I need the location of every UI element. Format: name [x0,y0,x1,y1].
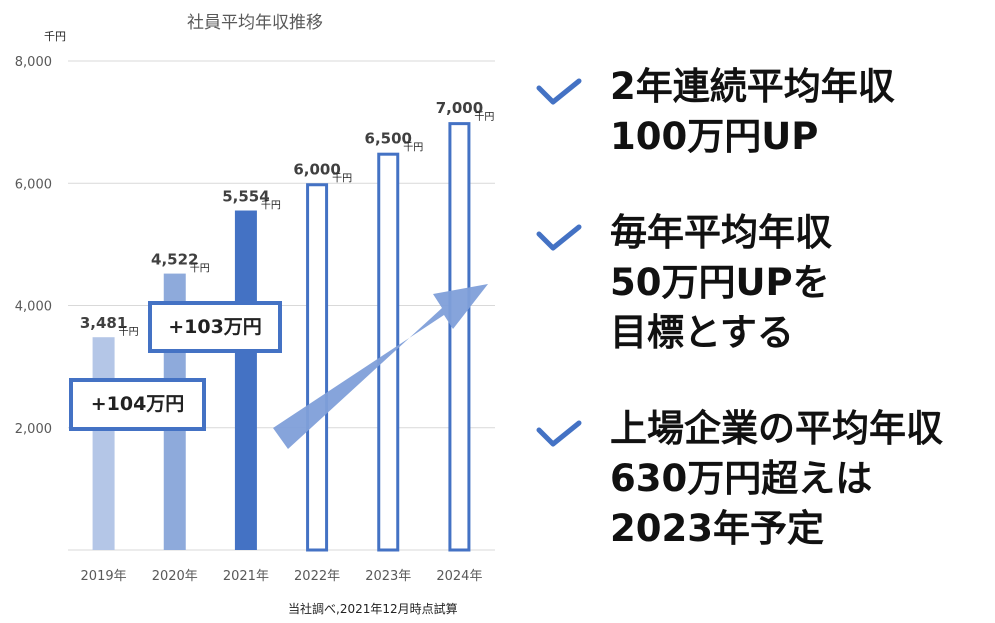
data-label-unit: 千円 [119,326,139,338]
data-label: 6,500 [365,130,412,148]
check-icon [536,224,582,251]
chart-title: 社員平均年収推移 [187,13,323,33]
key-point-line: 100万円UP [610,115,819,158]
data-label: 6,000 [293,160,340,178]
data-label: 7,000 [436,99,483,117]
x-tick-label: 2021年 [223,569,269,584]
y-tick-label: 4,000 [15,300,52,315]
y-axis-unit-label: 千円 [44,30,66,43]
y-tick-label: 2,000 [15,422,52,437]
key-point-line: 50万円UPを [610,261,830,304]
key-points: 2年連続平均年収 100万円UP 毎年平均年収 50万円UPを 目標とする 上場… [530,62,990,600]
bar [448,122,471,552]
trend-arrow [273,284,488,449]
x-tick-label: 2020年 [152,569,198,584]
key-point-line: 毎年平均年収 [610,211,832,254]
data-label-unit: 千円 [403,142,423,154]
data-label-unit: 千円 [474,111,494,123]
key-point: 2年連続平均年収 100万円UP [530,62,990,162]
data-label-unit: 千円 [190,263,210,275]
key-point-line: 2023年予定 [610,507,824,550]
y-tick-label: 6,000 [15,177,52,192]
key-point: 上場企業の平均年収 630万円超えは 2023年予定 [530,404,990,554]
x-tick-label: 2019年 [81,569,127,584]
key-point: 毎年平均年収 50万円UPを 目標とする [530,208,990,358]
x-tick-label: 2024年 [436,569,482,584]
increase-callout-2020: +104万円 [69,378,206,431]
y-tick-label: 8,000 [15,55,52,70]
bar [92,337,115,550]
key-point-line: 2年連続平均年収 [610,65,895,108]
data-label-unit: 千円 [332,172,352,184]
data-label: 4,522 [151,251,198,269]
bar [306,183,329,552]
source-note: 当社調べ,2021年12月時点試算 [288,602,458,616]
x-axis-ticks: 2019年 2020年 2021年 2022年 2023年 2024年 [81,569,483,584]
increase-callout-2021: +103万円 [148,301,282,353]
x-tick-label: 2022年 [294,569,340,584]
check-icon [536,78,582,105]
data-label: 5,554 [222,188,269,206]
data-labels: 3,481千円4,522千円5,554千円6,000千円6,500千円7,000… [80,99,495,338]
key-point-line: 目標とする [610,311,794,354]
bar [234,210,257,550]
key-point-line: 上場企業の平均年収 [610,407,943,450]
x-tick-label: 2023年 [365,569,411,584]
data-label-unit: 千円 [261,200,281,212]
key-point-line: 630万円超えは [610,457,873,500]
data-label: 3,481 [80,314,127,332]
check-icon [536,420,582,447]
y-axis-ticks: 2,000 4,000 6,000 8,000 [15,55,52,437]
